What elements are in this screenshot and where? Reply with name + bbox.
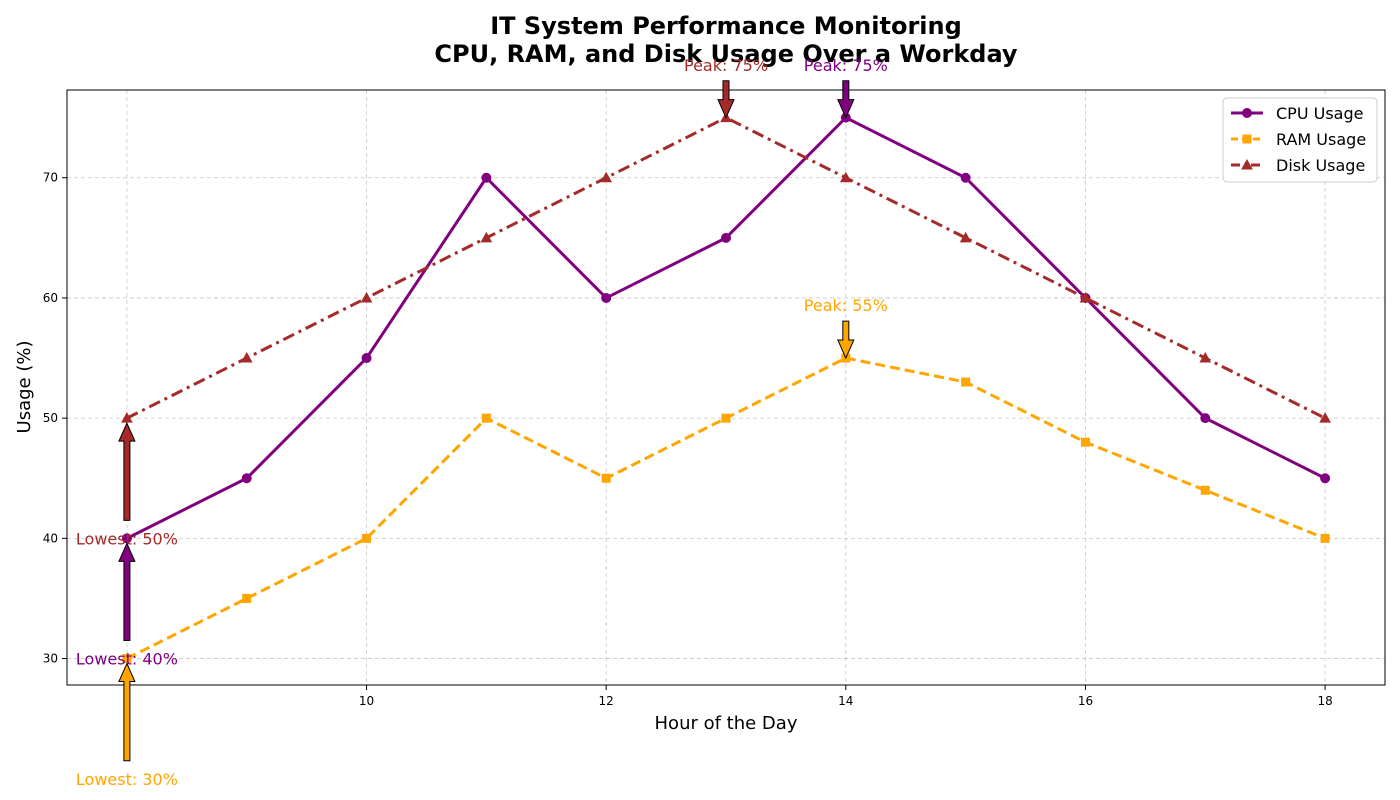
x-tick-label: 10 <box>359 694 374 708</box>
ram-usage-point <box>1080 437 1090 447</box>
cpu-usage-point <box>1200 413 1211 424</box>
disk-usage-point <box>839 171 852 183</box>
chart-title-line-1: IT System Performance Monitoring <box>490 12 962 40</box>
legend-cpu-usage-marker <box>1242 108 1252 118</box>
ram-usage-point <box>242 593 252 603</box>
x-tick-label: 16 <box>1078 694 1093 708</box>
ram-usage-point <box>1200 485 1210 495</box>
ram-usage-point <box>362 533 372 543</box>
ram-usage-annotation-arrow <box>837 320 855 360</box>
ram-usage-point <box>481 413 491 423</box>
x-tick-label: 12 <box>599 694 614 708</box>
legend-disk-usage-label: Disk Usage <box>1276 156 1365 175</box>
legend-cpu-usage-label: CPU Usage <box>1276 104 1363 123</box>
disk-usage-point <box>1319 412 1331 423</box>
cpu-usage-point <box>960 172 971 183</box>
x-axis-label: Hour of the Day <box>655 713 798 734</box>
cpu-usage-point <box>721 232 731 243</box>
disk-usage-point <box>480 231 493 243</box>
legend-ram-usage-marker <box>1242 134 1252 144</box>
disk-usage-point <box>600 171 613 183</box>
cpu-usage-point <box>481 172 492 183</box>
x-tick-label: 18 <box>1317 694 1332 708</box>
ram-usage-point <box>961 377 971 387</box>
y-tick-label: 60 <box>43 291 58 305</box>
y-tick-label: 40 <box>43 531 58 545</box>
disk-usage-annotation-label: Peak: 75% <box>684 56 768 75</box>
legend-box <box>1222 97 1378 183</box>
x-tick-label: 14 <box>838 694 853 708</box>
y-tick-label: 70 <box>43 171 58 185</box>
disk-usage-point <box>360 291 373 303</box>
y-tick-label: 30 <box>43 652 58 666</box>
cpu-usage-point <box>601 292 612 303</box>
disk-usage-annotation-arrow <box>118 421 136 521</box>
cpu-usage-annotation-arrow <box>837 80 855 119</box>
disk-usage-point <box>1199 352 1212 363</box>
ram-usage-point <box>721 413 731 423</box>
y-axis-label: Usage (%) <box>14 341 35 434</box>
annotation-layer: Peak: 75% Peak: 75% Peak: 55% Lowest: 50% Lo… <box>76 56 888 789</box>
ram-usage-annotation-arrow <box>118 662 136 762</box>
legend-disk-usage-marker <box>1241 158 1253 170</box>
ram-usage-annotation-label: Peak: 55% <box>804 296 888 315</box>
cpu-usage-point <box>241 473 252 484</box>
cpu-usage-point <box>361 353 372 364</box>
cpu-usage-annotation-label: Peak: 75% <box>804 56 888 75</box>
disk-usage-point <box>1079 291 1092 303</box>
cpu-usage-annotation-arrow <box>118 542 136 642</box>
legend-ram-usage-label: RAM Usage <box>1276 130 1366 149</box>
ram-usage-annotation-label: Lowest: 30% <box>76 770 178 789</box>
disk-usage-line <box>126 116 1326 420</box>
ram-usage-point <box>601 473 611 483</box>
y-tick-label: 50 <box>43 411 58 425</box>
disk-usage-point <box>959 231 972 243</box>
disk-usage-point <box>240 352 253 363</box>
ram-usage-point <box>1320 533 1330 543</box>
chart-title-line-2: CPU, RAM, and Disk Usage Over a Workday <box>434 40 1018 68</box>
disk-usage-annotation-arrow <box>717 80 735 119</box>
legend: CPU Usage RAM Usage Disk Usage <box>1222 97 1378 183</box>
disk-usage-annotation-label: Lowest: 50% <box>76 529 178 548</box>
cpu-usage-point <box>1320 473 1331 484</box>
cpu-usage-annotation-label: Lowest: 40% <box>76 650 178 669</box>
